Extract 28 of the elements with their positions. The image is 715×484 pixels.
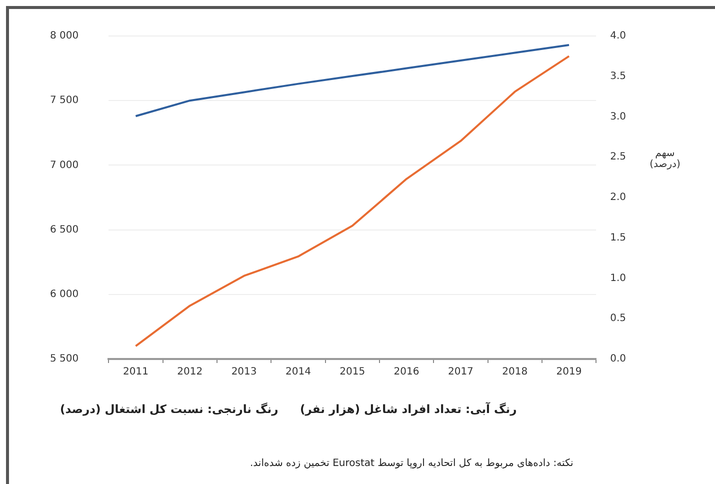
y2-tick-label: 4.0 [610,30,626,42]
x-tick-label: 2014 [285,366,311,378]
y2-tick-label: 2.5 [610,152,626,163]
y-tick-label: 6 000 [50,288,79,300]
y2-axis-title: سهم (درصد) [648,148,682,170]
x-tick-label: 2015 [340,366,366,378]
text: نکته: داده‌های مربوط به کل اتحادیه اروپا توسط Eurostat تخمین زده شده‌اند. [250,458,574,469]
y2-tick-label: 0.5 [610,313,626,324]
x-tick-label: 2017 [448,366,474,378]
y2-tick-label: 1.0 [610,272,626,284]
y2-tick-label: 0.0 [610,354,626,365]
y-tick-label: 5 500 [50,354,79,365]
y-tick-label: 6 500 [50,224,79,236]
y-tick-label: 7 500 [50,95,79,106]
y-tick-label: 8 000 [50,30,79,42]
x-tick-label: 2012 [177,366,203,378]
text: رنگ نارنجی: نسبت کل اشتغال (درصد) [60,402,278,416]
y-tick-label: 7 000 [50,160,79,171]
x-tick-label: 2018 [502,366,528,378]
text: رنگ آبی: تعداد افراد شاغل (هزار نفر) [300,402,517,416]
y2-tick-label: 3.5 [610,70,626,82]
x-tick-label: 2011 [122,366,148,378]
y2-tick-label: 1.5 [610,232,626,244]
y2-tick-label: 2.0 [610,192,626,204]
x-tick-label: 2019 [556,366,582,378]
x-tick-label: 2016 [394,366,420,378]
y2-tick-label: 3.0 [610,111,626,122]
x-tick-label: 2013 [231,366,257,378]
